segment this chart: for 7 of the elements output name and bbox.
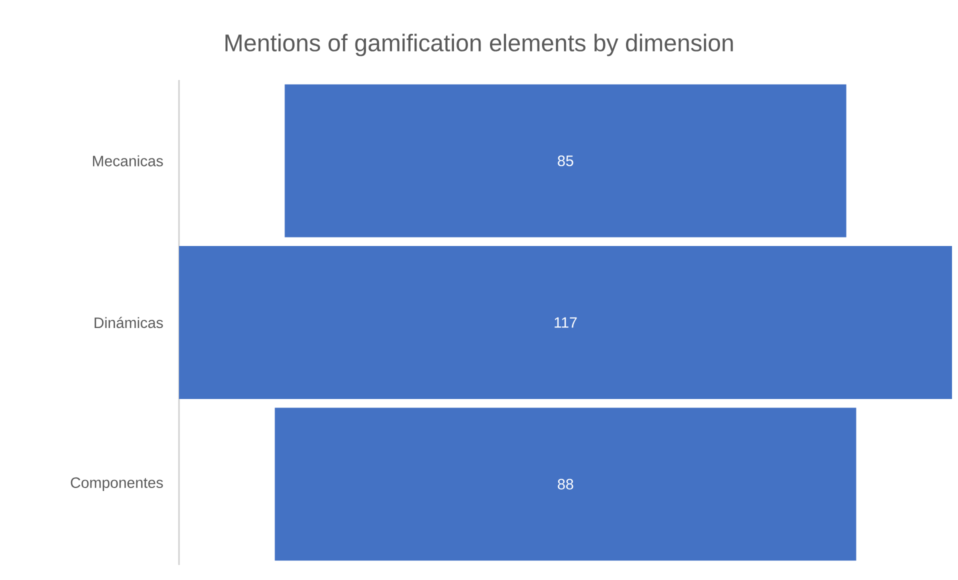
category-label: Mecanicas (93, 155, 163, 166)
category-label: Componentes (70, 477, 163, 491)
data-label: 88 (558, 478, 574, 490)
text: Mentions of gamification elements by dimension (226, 34, 733, 56)
data-label: 85 (558, 156, 574, 166)
category-label: Dinámicas (94, 316, 163, 328)
data-label: 117 (554, 317, 577, 328)
